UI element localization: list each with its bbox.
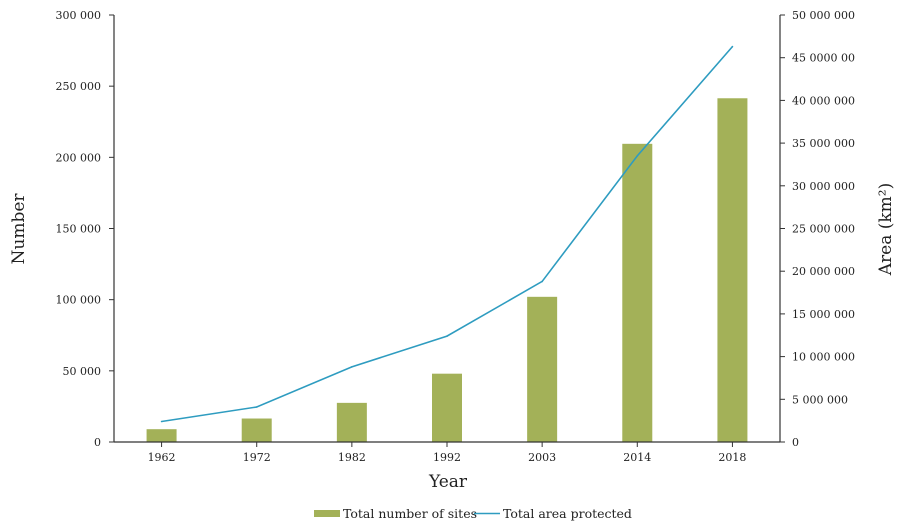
legend-label-area: Total area protected — [503, 506, 632, 521]
y2-tick-label: 5 000 000 — [792, 393, 848, 406]
legend-label-sites: Total number of sites — [343, 506, 477, 521]
y-axis-title: Number — [9, 193, 29, 265]
y-tick-label: 0 — [94, 436, 101, 449]
y2-tick-label: 50 000 000 — [792, 9, 855, 22]
line-point-2014 — [636, 155, 639, 157]
y-tick-label: 200 000 — [56, 151, 102, 164]
y-tick-label: 150 000 — [56, 223, 102, 236]
y-tick-label: 250 000 — [56, 80, 102, 93]
line-point-2018 — [731, 45, 734, 48]
y2-tick-label: 40 000 000 — [792, 94, 855, 107]
legend-swatch-sites — [314, 510, 340, 517]
y2-tick-label: 10 000 000 — [792, 351, 855, 364]
x-tick-label: 2018 — [718, 451, 746, 464]
line-point-1962 — [160, 420, 163, 423]
legend: Total number of sites Total area protect… — [314, 506, 632, 521]
y2-axis-title: Area (km²) — [876, 183, 896, 277]
y2-tick-label: 30 000 000 — [792, 180, 855, 193]
x-tick-label: 1972 — [243, 451, 271, 464]
bar-sites-2003 — [527, 296, 558, 442]
y2-tick-label: 45 0000 00 — [792, 52, 855, 65]
line-point-1992 — [446, 335, 448, 337]
bar-sites-1962 — [146, 429, 177, 442]
y2-tick-label: 20 000 000 — [792, 265, 855, 278]
x-tick-label: 1992 — [433, 451, 461, 464]
line-point-1972 — [255, 406, 258, 408]
bar-sites-1992 — [432, 373, 462, 442]
line-layer — [160, 45, 734, 423]
y2-tick-label: 15 000 000 — [792, 308, 855, 321]
y-tick-label: 100 000 — [56, 294, 102, 307]
x-tick-label: 2014 — [623, 451, 651, 464]
line-point-2003 — [541, 280, 543, 283]
x-axis-title: Year — [428, 472, 468, 492]
bars-layer — [146, 98, 748, 443]
x-tick-label: 2003 — [528, 451, 556, 464]
line-point-1982 — [351, 366, 353, 368]
y-tick-label: 300 000 — [56, 9, 102, 22]
x-tick-label: 1982 — [338, 451, 366, 464]
y2-tick-label: 25 000 000 — [792, 223, 855, 236]
x-tick-label: 1962 — [148, 451, 176, 464]
bar-sites-2018 — [717, 98, 748, 442]
y2-tick-label: 0 — [792, 436, 799, 449]
y-tick-label: 50 000 — [63, 365, 102, 378]
bar-sites-1982 — [336, 402, 367, 442]
y2-tick-label: 35 000 000 — [792, 137, 855, 150]
bar-sites-2014 — [622, 143, 653, 443]
bar-sites-1972 — [241, 418, 272, 442]
ticks-layer: 0 50 000 100 000 150 000 200 000 250 000 300 0… — [56, 9, 855, 464]
